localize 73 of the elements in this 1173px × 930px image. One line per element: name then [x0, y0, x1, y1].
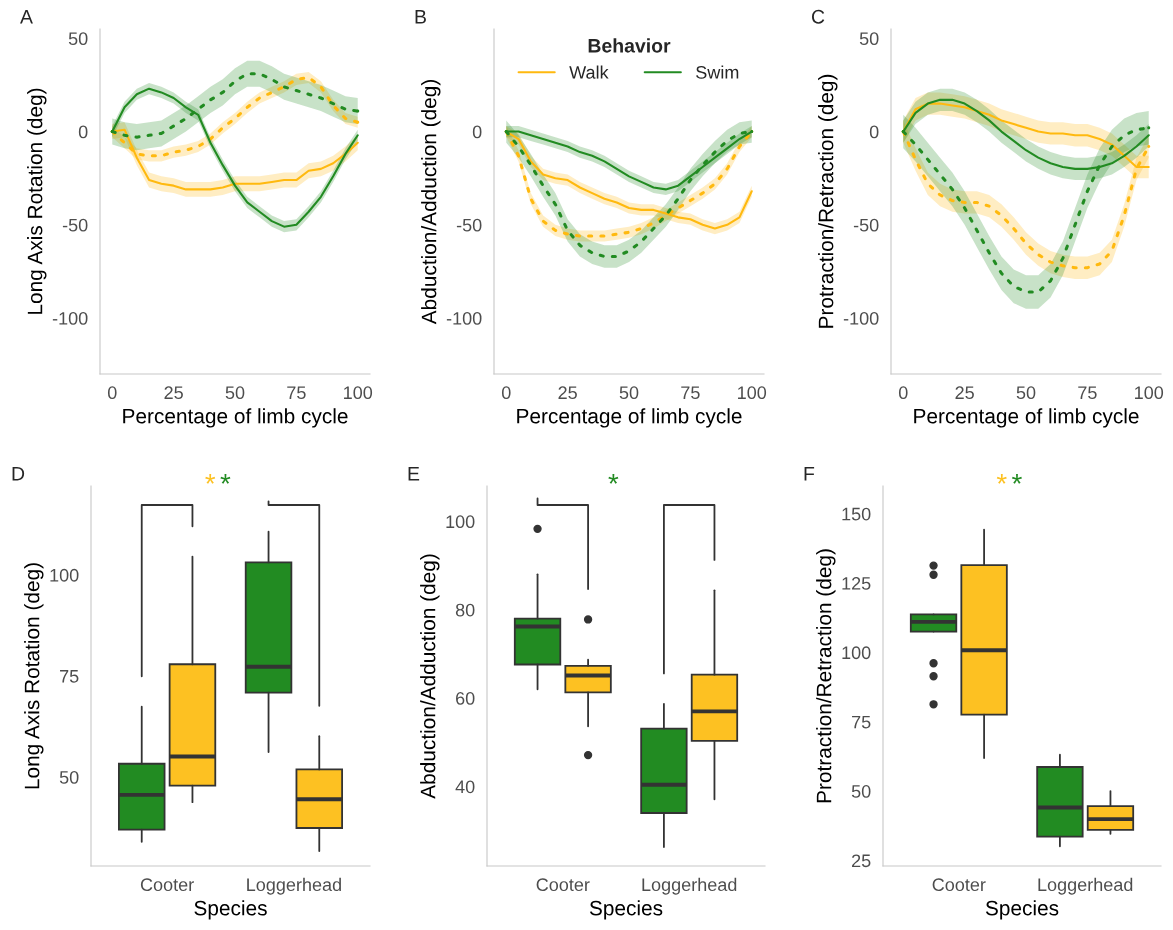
y-axis-title: Protraction/Retraction (deg): [818, 74, 838, 328]
y-axis-title: Abduction/Adduction (deg): [421, 80, 441, 325]
x-axis-title: Percentage of limb cycle: [517, 408, 742, 428]
chart-title: C: [811, 9, 825, 24]
x-tick-label: 75: [681, 386, 700, 400]
y-tick-label: 0: [472, 125, 482, 139]
x-tick-label: 25: [164, 386, 183, 400]
x-tick-label: Loggerhead: [642, 877, 737, 895]
y-axis-title: Long Axis Rotation (deg): [24, 563, 44, 789]
y-tick-label: 125: [842, 577, 871, 590]
point: [1147, 126, 1151, 130]
x-tick-label: 100: [1135, 386, 1164, 400]
x-tick-label: Cooter: [140, 878, 194, 892]
y-tick-label: 40: [455, 780, 475, 794]
y-tick-label: 0: [869, 125, 879, 139]
x-tick-label: 75: [287, 386, 306, 400]
text: *: [220, 474, 231, 484]
chart-title: B: [415, 10, 426, 24]
y-tick-label: 50: [859, 32, 879, 46]
text: *: [996, 474, 1007, 484]
legend-label: Swim: [696, 65, 739, 79]
text: *: [608, 474, 619, 484]
y-tick-label: 75: [852, 715, 871, 729]
x-axis-title: Percentage of limb cycle: [123, 408, 348, 428]
x-tick-label: Loggerhead: [1038, 877, 1133, 895]
y-tick-label: -100: [446, 311, 482, 325]
y-tick-label: -100: [843, 311, 879, 325]
point: [1147, 144, 1151, 149]
y-axis-title: Protraction/Retraction (deg): [816, 549, 836, 803]
x-axis-title: Species: [589, 900, 663, 920]
text: *: [205, 474, 216, 484]
x-tick-label: 25: [558, 386, 577, 400]
x-tick-label: 100: [344, 386, 373, 400]
legend-title: Behavior: [588, 38, 671, 53]
y-tick-label: -50: [456, 218, 482, 232]
chart-title: D: [12, 467, 25, 481]
y-tick-label: 100: [842, 646, 871, 660]
y-tick-label: -50: [62, 218, 88, 232]
y-tick-label: 150: [842, 507, 871, 521]
legend-label: Walk: [569, 65, 609, 79]
x-tick-label: 50: [1016, 386, 1036, 400]
chart-title: F: [804, 467, 815, 481]
x-tick-label: 50: [619, 386, 639, 400]
x-tick-label: Cooter: [536, 878, 590, 892]
y-tick-label: 50: [851, 785, 871, 798]
y-tick-label: 25: [852, 854, 871, 868]
chart-title: E: [408, 467, 420, 481]
y-tick-label: 0: [78, 125, 88, 139]
x-tick-label: 0: [107, 386, 117, 400]
y-tick-label: 100: [446, 515, 475, 529]
y-tick-label: 75: [60, 670, 79, 683]
y-tick-label: 50: [68, 32, 88, 46]
x-tick-label: 25: [955, 386, 974, 400]
chart-title: A: [20, 10, 33, 24]
x-axis-title: Species: [985, 900, 1059, 920]
y-axis-title: Long Axis Rotation (deg): [27, 88, 47, 314]
y-tick-label: 80: [455, 603, 475, 617]
x-tick-label: 75: [1078, 386, 1097, 400]
y-tick-label: 100: [50, 568, 79, 582]
x-tick-label: 0: [501, 386, 511, 400]
x-tick-label: 0: [898, 386, 908, 400]
x-axis-title: Species: [194, 900, 267, 920]
x-axis-title: Percentage of limb cycle: [914, 408, 1139, 428]
y-tick-label: -50: [853, 218, 879, 232]
text: *: [1011, 474, 1022, 484]
x-tick-label: Cooter: [932, 878, 986, 892]
y-tick-label: 50: [59, 771, 79, 784]
x-tick-label: 50: [225, 386, 245, 400]
y-axis-title: Abduction/Adduction (deg): [420, 554, 440, 799]
y-tick-label: 60: [456, 692, 475, 705]
y-tick-label: -100: [52, 311, 88, 325]
x-tick-label: 100: [738, 386, 767, 400]
x-tick-label: Loggerhead: [247, 877, 341, 895]
